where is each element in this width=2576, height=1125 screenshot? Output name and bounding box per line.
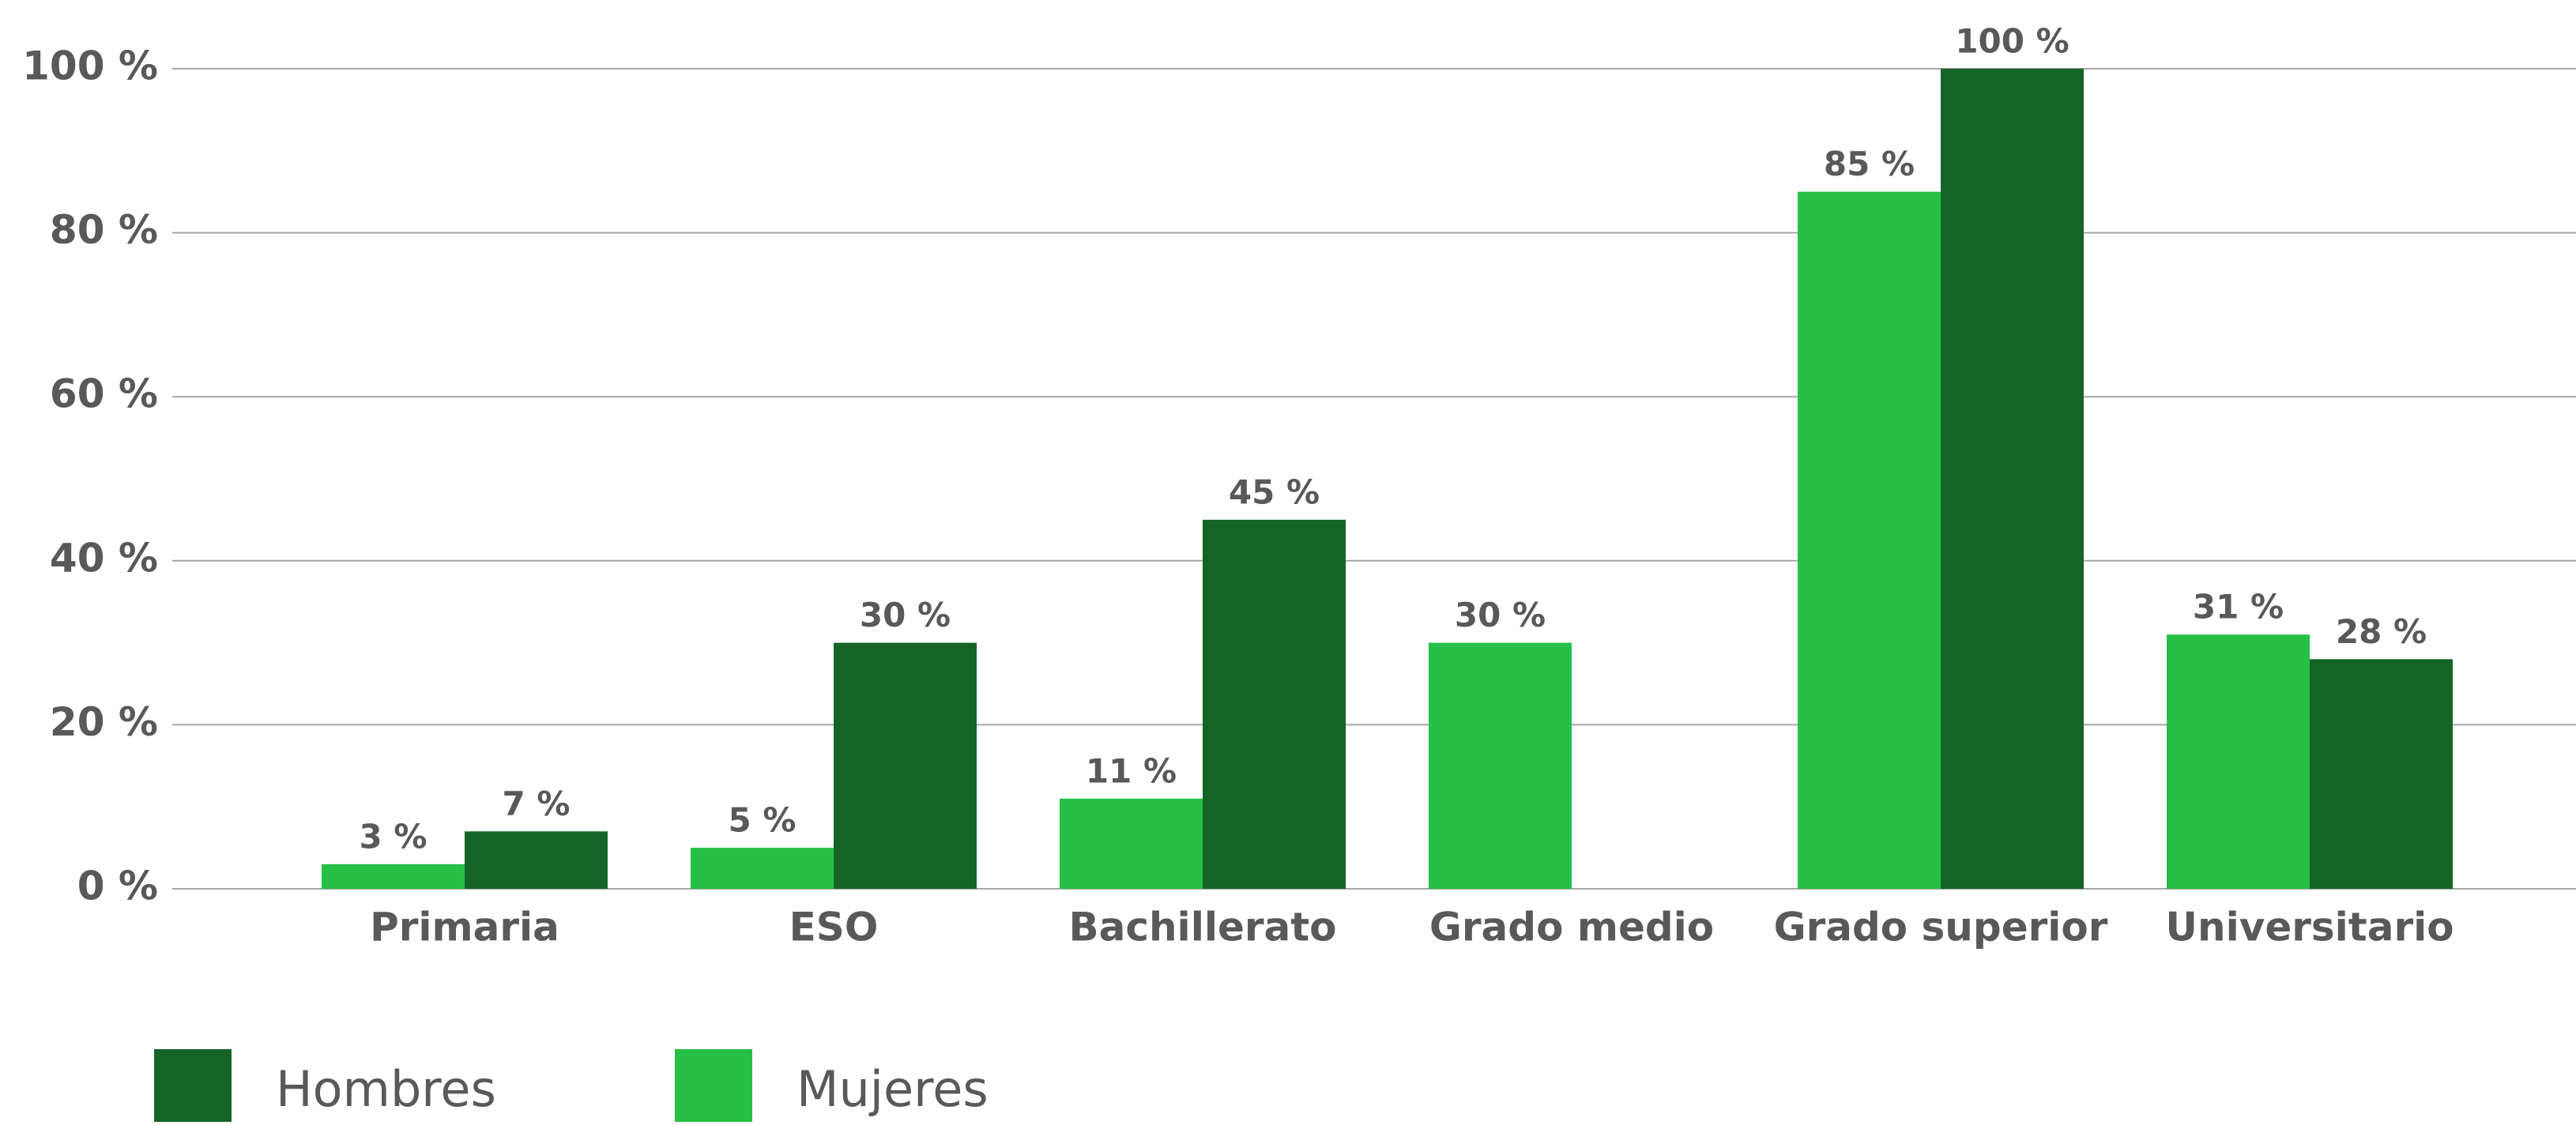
legend-label: Hombres <box>276 1060 496 1118</box>
data-label: 85 % <box>1824 145 1915 183</box>
bar <box>1060 798 1203 889</box>
data-label: 30 % <box>860 596 951 634</box>
y-tick-label: 20 % <box>50 699 158 745</box>
bar <box>1429 642 1572 889</box>
data-label: 11 % <box>1086 751 1177 790</box>
data-label: 30 % <box>1455 596 1546 634</box>
y-tick-label: 100 % <box>22 43 158 89</box>
y-tick-label: 40 % <box>50 535 158 581</box>
x-tick-label: Grado superior <box>1774 905 2108 950</box>
bar <box>691 848 834 889</box>
x-tick-label: Bachillerato <box>1068 905 1336 950</box>
legend-swatch <box>154 1049 232 1122</box>
y-tick-label: 60 % <box>50 371 158 417</box>
x-tick-label: Grado medio <box>1429 905 1714 950</box>
data-label: 3 % <box>360 817 427 856</box>
bar <box>322 864 465 889</box>
data-label: 31 % <box>2193 588 2284 626</box>
bar <box>2310 659 2453 889</box>
x-tick-label: Universitario <box>2165 905 2454 950</box>
data-label: 100 % <box>1955 22 2069 61</box>
bar <box>1203 519 1346 889</box>
bar <box>1798 191 1941 889</box>
bar <box>1941 69 2084 889</box>
x-tick-label: ESO <box>789 905 879 950</box>
data-label: 45 % <box>1229 472 1320 511</box>
bar <box>834 642 977 889</box>
x-tick-label: Primaria <box>370 905 559 950</box>
y-tick-label: 0 % <box>77 864 158 909</box>
data-label: 28 % <box>2336 612 2427 651</box>
legend-label: Mujeres <box>797 1060 989 1118</box>
data-label: 5 % <box>729 801 797 840</box>
legend-swatch <box>675 1049 752 1122</box>
y-tick-label: 80 % <box>50 207 158 253</box>
bar <box>2167 634 2310 889</box>
data-label: 7 % <box>503 784 571 823</box>
bar <box>465 831 608 889</box>
